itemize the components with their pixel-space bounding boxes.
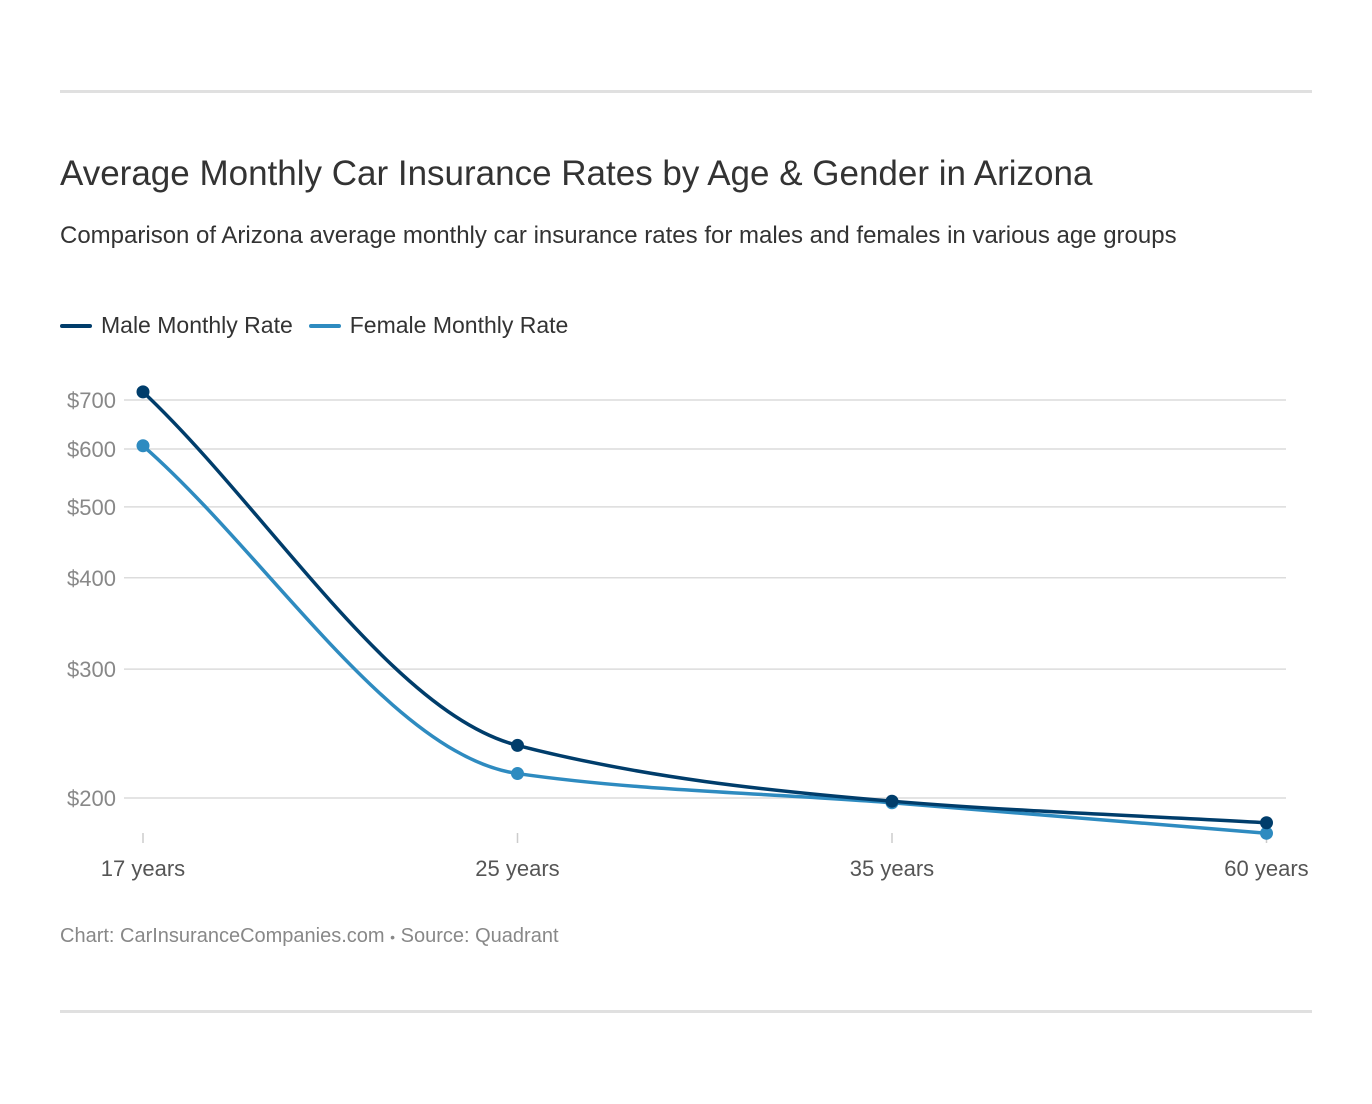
data-point-female	[1260, 826, 1273, 840]
x-tick-label: 35 years	[850, 856, 934, 881]
y-tick-label: $600	[67, 437, 116, 462]
chart-credit: Chart: CarInsuranceCompanies.com	[60, 925, 385, 947]
y-tick-label: $300	[67, 657, 116, 682]
bottom-divider	[60, 1010, 1312, 1013]
data-point-male	[511, 738, 524, 752]
legend-swatch-male	[60, 323, 92, 328]
top-divider	[60, 90, 1312, 93]
legend-item-female[interactable]: Female Monthly Rate	[308, 312, 569, 339]
series-line-male	[141, 390, 1267, 825]
legend-swatch-female	[308, 323, 341, 328]
y-tick-label: $700	[67, 388, 116, 413]
series-line-female	[141, 444, 1267, 835]
data-point-female	[136, 439, 150, 453]
data-point-male	[1260, 816, 1273, 830]
x-tick-label: 25 years	[475, 856, 559, 881]
data-point-female	[511, 767, 524, 781]
chart-subtitle: Comparison of Arizona average monthly ca…	[60, 222, 1177, 249]
x-tick-label: 17 years	[101, 856, 185, 881]
x-tick-label: 60 years	[1224, 856, 1308, 881]
legend-label-male: Male Monthly Rate	[101, 312, 293, 338]
legend-item-male[interactable]: Male Monthly Rate	[60, 312, 293, 339]
chart-footer: Chart: CarInsuranceCompanies.com • Sourc…	[60, 925, 559, 948]
data-point-male	[136, 385, 150, 399]
legend-label-female: Female Monthly Rate	[349, 312, 569, 338]
y-tick-label: $200	[67, 786, 116, 811]
data-point-male	[885, 794, 899, 808]
footer-separator: •	[390, 929, 396, 945]
legend: Male Monthly Rate Female Monthly Rate	[60, 312, 568, 339]
chart-source: Source: Quadrant	[400, 925, 559, 947]
y-tick-label: $500	[67, 495, 116, 520]
chart-title: Average Monthly Car Insurance Rates by A…	[60, 154, 1093, 193]
y-tick-label: $400	[67, 566, 116, 591]
